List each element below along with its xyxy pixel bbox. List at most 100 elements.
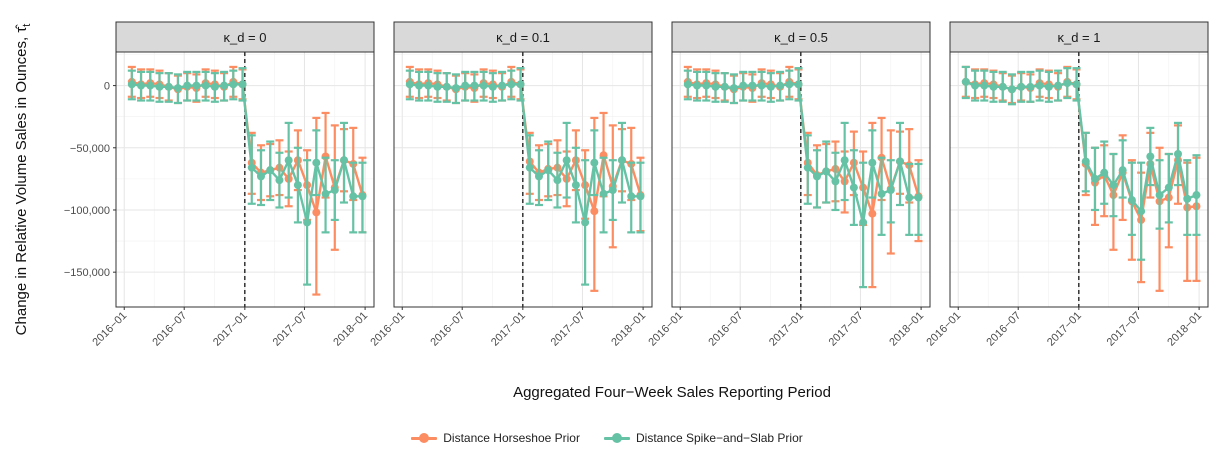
data-point (461, 81, 470, 90)
data-point (1054, 81, 1063, 90)
data-point (424, 81, 433, 90)
series-spike-slab (961, 65, 1201, 261)
x-tick-label: 2018−01 (1165, 310, 1204, 349)
data-point (312, 208, 321, 217)
data-point (340, 156, 349, 165)
data-point (1007, 85, 1016, 94)
data-point (1072, 80, 1081, 89)
data-point (590, 158, 599, 167)
data-point (905, 193, 914, 202)
legend-key-spike-slab (602, 431, 632, 445)
data-point (590, 207, 599, 216)
data-point (507, 80, 516, 89)
x-tick-label: 2017−07 (271, 310, 310, 349)
data-point (220, 81, 229, 90)
data-point (442, 82, 451, 91)
legend-item-horseshoe: Distance Horseshoe Prior (409, 431, 580, 445)
data-point (192, 81, 201, 90)
data-point (1044, 82, 1053, 91)
data-point (1155, 191, 1164, 200)
data-point (776, 81, 785, 90)
data-point (627, 192, 636, 201)
data-point (757, 81, 766, 90)
x-axis-title: Aggregated Four−Week Sales Reporting Per… (513, 384, 831, 401)
data-point (173, 84, 182, 93)
legend-label-horseshoe: Distance Horseshoe Prior (443, 431, 580, 445)
data-point (358, 192, 367, 201)
data-point (1127, 196, 1136, 205)
panel-strip-label: κ_d = 1 (1057, 30, 1100, 45)
data-point (693, 81, 702, 90)
data-point (980, 81, 989, 90)
data-point (794, 80, 803, 89)
legend: Distance Horseshoe Prior Distance Spike−… (0, 428, 1212, 448)
legend-key-horseshoe (409, 431, 439, 445)
data-point (266, 166, 275, 175)
data-point (914, 193, 923, 202)
y-axis-title: Change in Relative Volume Sales in Ounce… (13, 24, 33, 336)
data-point (201, 81, 210, 90)
panel-strip-label: κ_d = 0 (223, 30, 266, 45)
data-point (766, 82, 775, 91)
data-point (229, 80, 238, 89)
data-point (831, 177, 840, 186)
data-point (127, 80, 136, 89)
data-point (238, 80, 247, 89)
data-point (1174, 150, 1183, 158)
panel-strip (115, 21, 375, 53)
data-point (812, 172, 821, 181)
data-point (470, 81, 479, 90)
data-point (284, 156, 293, 165)
series-spike-slab (683, 67, 923, 289)
data-point (998, 82, 1007, 91)
data-point (971, 81, 980, 90)
data-point (1109, 181, 1118, 190)
data-point (405, 80, 414, 89)
data-point (349, 192, 358, 201)
data-point (608, 186, 617, 195)
data-point (415, 81, 424, 90)
legend-label-spike-slab: Distance Spike−and−Slab Prior (635, 431, 803, 445)
x-tick-label: 2016−07 (150, 310, 189, 349)
data-point (247, 163, 256, 172)
legend-item-spike-slab: Distance Spike−and−Slab Prior (602, 431, 803, 445)
data-point (581, 218, 590, 227)
data-point (146, 81, 155, 90)
x-tick-label: 2016−07 (984, 310, 1023, 349)
panel-strip (949, 21, 1209, 53)
data-point (1035, 81, 1044, 90)
panel-strip-label: κ_d = 0.1 (496, 30, 550, 45)
x-tick-label: 2017−07 (549, 310, 588, 349)
series-spike-slab (127, 67, 367, 286)
data-point (720, 82, 729, 91)
data-point (479, 81, 488, 90)
data-point (1192, 191, 1201, 200)
data-point (433, 82, 442, 91)
data-point (330, 186, 339, 195)
data-point (618, 156, 627, 165)
panel-4: κ_d = 1 2016−01 2016−07 2017−01 2017−07 2018−… (924, 21, 1209, 349)
data-point (803, 163, 812, 172)
x-tick-label: 2017−07 (827, 310, 866, 349)
data-point (553, 176, 562, 185)
x-tick-label: 2018−01 (887, 310, 926, 349)
data-point (748, 81, 757, 90)
data-point (1081, 157, 1090, 166)
data-point (544, 166, 553, 175)
panel-3: κ_d = 0.5 2016−01 2016−07 2017−01 2017−07 201… (646, 21, 931, 349)
data-point (571, 181, 580, 190)
data-point (183, 81, 192, 90)
data-point (729, 84, 738, 93)
data-point (1118, 166, 1127, 175)
data-point (137, 81, 146, 90)
x-tick-label: 2016−01 (646, 310, 685, 349)
panel-strip-label: κ_d = 0.5 (774, 30, 828, 45)
data-point (210, 82, 219, 91)
panel-strip (393, 21, 653, 53)
data-point (868, 158, 877, 167)
data-point (822, 167, 831, 176)
data-point (739, 81, 748, 90)
data-point (896, 157, 905, 166)
data-point (989, 82, 998, 91)
data-point (275, 176, 284, 185)
